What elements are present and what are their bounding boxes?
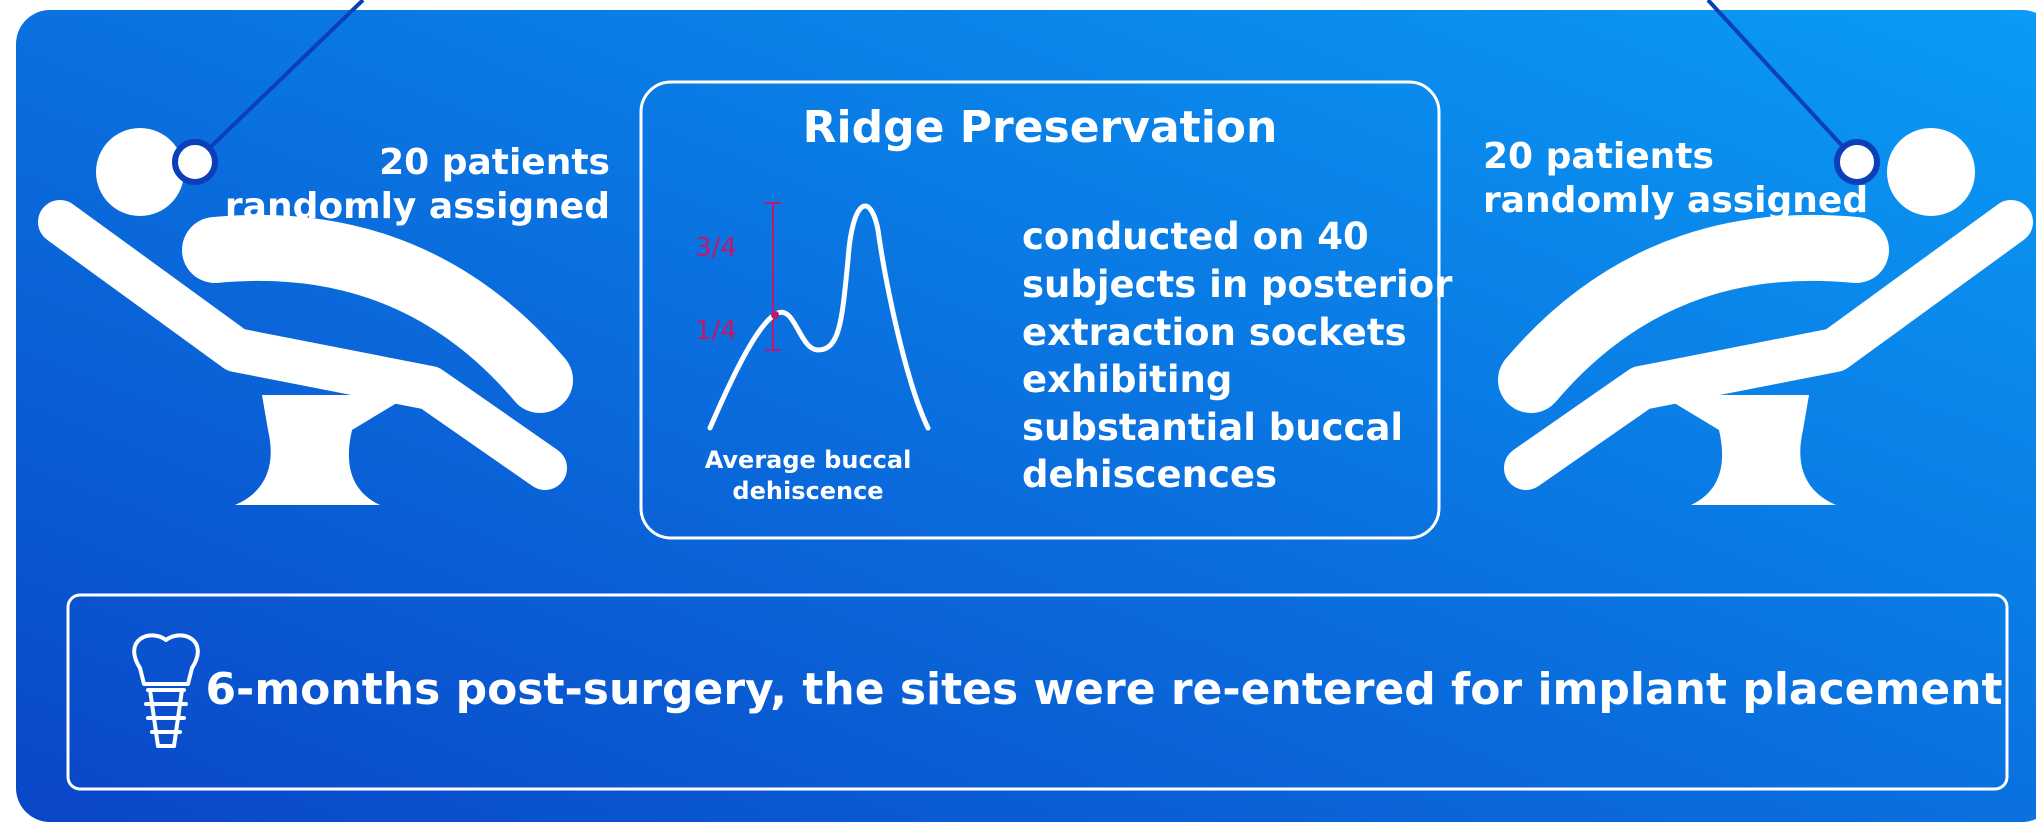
description-line: substantial buccal — [1022, 406, 1403, 449]
scale-marker — [771, 311, 779, 319]
left-label-line: randomly assigned — [225, 186, 610, 227]
left-label-line: 20 patients — [379, 142, 610, 183]
description-line: extraction sockets — [1022, 311, 1407, 354]
description-line: dehiscences — [1022, 453, 1277, 496]
head — [96, 128, 184, 216]
scale-label: 3/4 — [695, 233, 737, 263]
right-label-line: randomly assigned — [1483, 180, 1868, 221]
description-line: exhibiting — [1022, 358, 1232, 401]
caption-line: Average buccal — [705, 446, 912, 474]
center-title: Ridge Preservation — [803, 102, 1278, 153]
page: 20 patients randomly assigned 20 patient… — [0, 0, 2036, 822]
scale-label: 1/4 — [695, 316, 737, 346]
hanging-point — [1837, 142, 1877, 182]
footer-text: 6-months post-surgery, the sites were re… — [205, 664, 2002, 715]
caption-line: dehiscence — [732, 477, 883, 505]
head — [1887, 128, 1975, 216]
hanging-point — [175, 142, 215, 182]
description-line: subjects in posterior — [1022, 263, 1453, 306]
infographic: 20 patients randomly assigned 20 patient… — [0, 0, 2036, 822]
description-line: conducted on 40 — [1022, 215, 1369, 258]
right-label-line: 20 patients — [1483, 136, 1714, 177]
